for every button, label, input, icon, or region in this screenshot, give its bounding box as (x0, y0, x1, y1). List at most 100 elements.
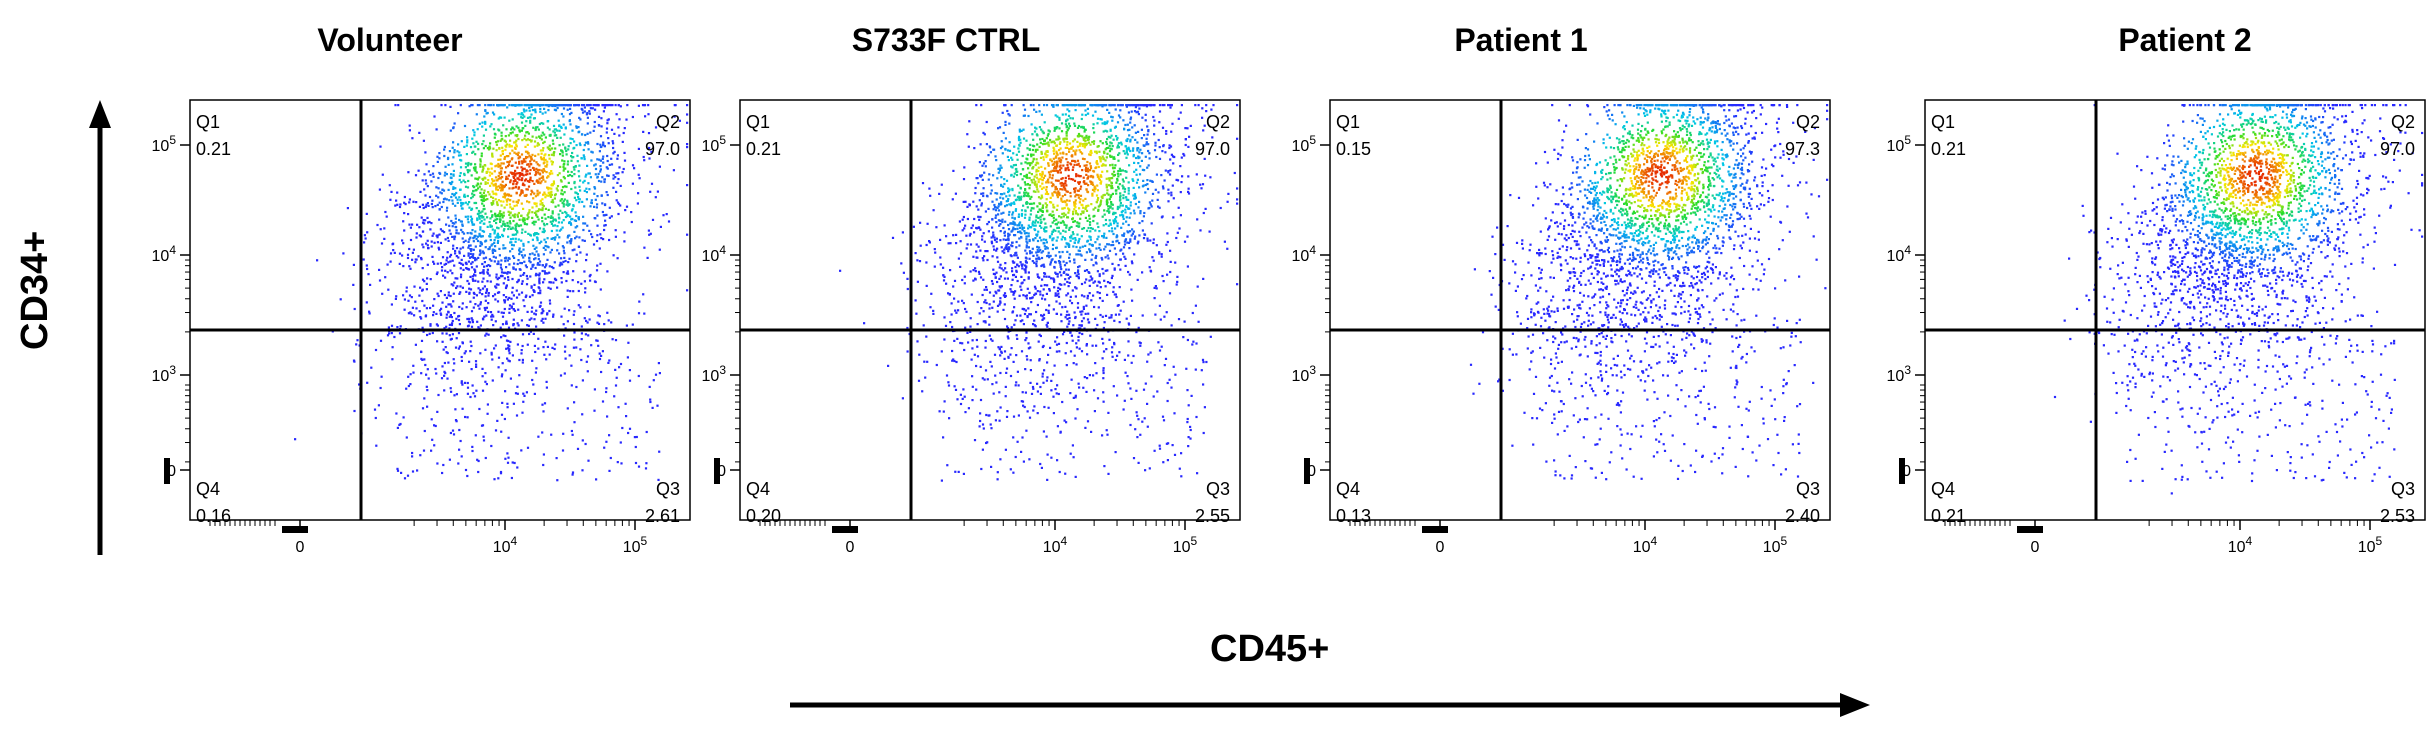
event-dot (524, 173, 527, 176)
event-dot (469, 146, 473, 149)
event-dot (1006, 199, 1009, 202)
event-dot (538, 282, 541, 285)
event-dot (365, 212, 368, 215)
event-dot (419, 286, 422, 289)
event-dot (1051, 247, 1054, 251)
event-dot (494, 213, 497, 216)
event-dot (1008, 122, 1011, 125)
event-dot (1068, 124, 1071, 128)
event-dot (1107, 135, 1110, 138)
event-dot (596, 195, 599, 198)
event-dot (559, 199, 562, 202)
event-dot (935, 363, 938, 367)
event-dot (439, 290, 442, 293)
event-dot (1055, 104, 1058, 107)
event-dot (493, 136, 496, 139)
event-dot (1122, 150, 1125, 153)
event-dot (475, 140, 478, 143)
event-dot (1037, 180, 1040, 184)
event-dot (508, 187, 511, 190)
event-dot (551, 216, 554, 219)
event-dot (1205, 110, 1208, 113)
event-dot (426, 263, 429, 266)
event-dot (490, 182, 493, 185)
event-dot (513, 146, 517, 149)
event-dot (1083, 142, 1086, 145)
event-dot (982, 192, 985, 195)
event-dot (534, 108, 537, 111)
event-dot (985, 120, 988, 124)
event-dot (1099, 203, 1102, 206)
event-dot (1057, 221, 1060, 224)
event-dot (409, 311, 412, 314)
event-dot (561, 263, 564, 266)
event-dot (1011, 213, 1014, 216)
event-dot (962, 215, 965, 219)
event-dot (1079, 327, 1082, 330)
event-dot (541, 207, 544, 210)
event-dot (1018, 294, 1021, 297)
event-dot (1064, 146, 1067, 149)
event-dot (1046, 255, 1049, 258)
event-dot (551, 183, 554, 186)
event-dot (984, 339, 987, 343)
event-dot (392, 249, 395, 252)
event-dot (1085, 343, 1088, 346)
event-dot (500, 213, 503, 216)
event-dot (516, 392, 519, 395)
event-dot (1066, 141, 1069, 144)
event-dot (1111, 274, 1114, 277)
event-dot (1038, 126, 1041, 129)
event-dot (470, 262, 473, 265)
event-dot (465, 153, 468, 156)
event-dot (1072, 178, 1075, 181)
event-dot (611, 338, 614, 341)
event-dot (1036, 143, 1039, 146)
event-dot (1024, 309, 1027, 312)
event-dot (1062, 182, 1065, 185)
event-dot (1170, 104, 1173, 107)
event-dot (535, 126, 538, 129)
event-dot (438, 171, 441, 175)
event-dot (544, 104, 547, 107)
event-dot (573, 338, 576, 341)
event-dot (497, 185, 500, 188)
event-dot (463, 381, 467, 384)
event-dot (446, 251, 449, 254)
panel-title-patient-2: Patient 2 (2118, 22, 2252, 58)
event-dot (572, 270, 575, 273)
event-dot (1048, 176, 1051, 179)
event-dot (1064, 137, 1067, 140)
event-dot (954, 192, 957, 195)
event-dot (578, 164, 581, 167)
event-dot (994, 216, 997, 219)
event-dot (407, 375, 410, 378)
event-dot (1037, 221, 1040, 224)
event-dot (444, 238, 447, 241)
event-dot (1067, 114, 1071, 117)
event-dot (967, 145, 970, 148)
event-dot (1073, 258, 1076, 261)
event-dot (491, 178, 494, 181)
event-dot (472, 392, 475, 395)
event-dot (906, 277, 909, 280)
event-dot (378, 268, 381, 271)
event-dot (914, 252, 917, 255)
event-dot (1110, 201, 1113, 204)
event-dot (1153, 286, 1156, 289)
event-dot (1125, 317, 1128, 320)
event-dot (490, 315, 493, 318)
event-dot (964, 200, 967, 203)
event-dot (583, 205, 586, 208)
event-dot (1128, 207, 1131, 210)
event-dot (498, 254, 501, 257)
event-dot (1169, 260, 1172, 263)
event-dot (1066, 118, 1069, 121)
event-dot (644, 115, 647, 118)
event-dot (955, 311, 958, 314)
event-dot (541, 311, 544, 314)
event-dot (465, 290, 468, 293)
event-dot (488, 235, 491, 238)
event-dot (567, 234, 570, 237)
event-dot (534, 274, 537, 277)
